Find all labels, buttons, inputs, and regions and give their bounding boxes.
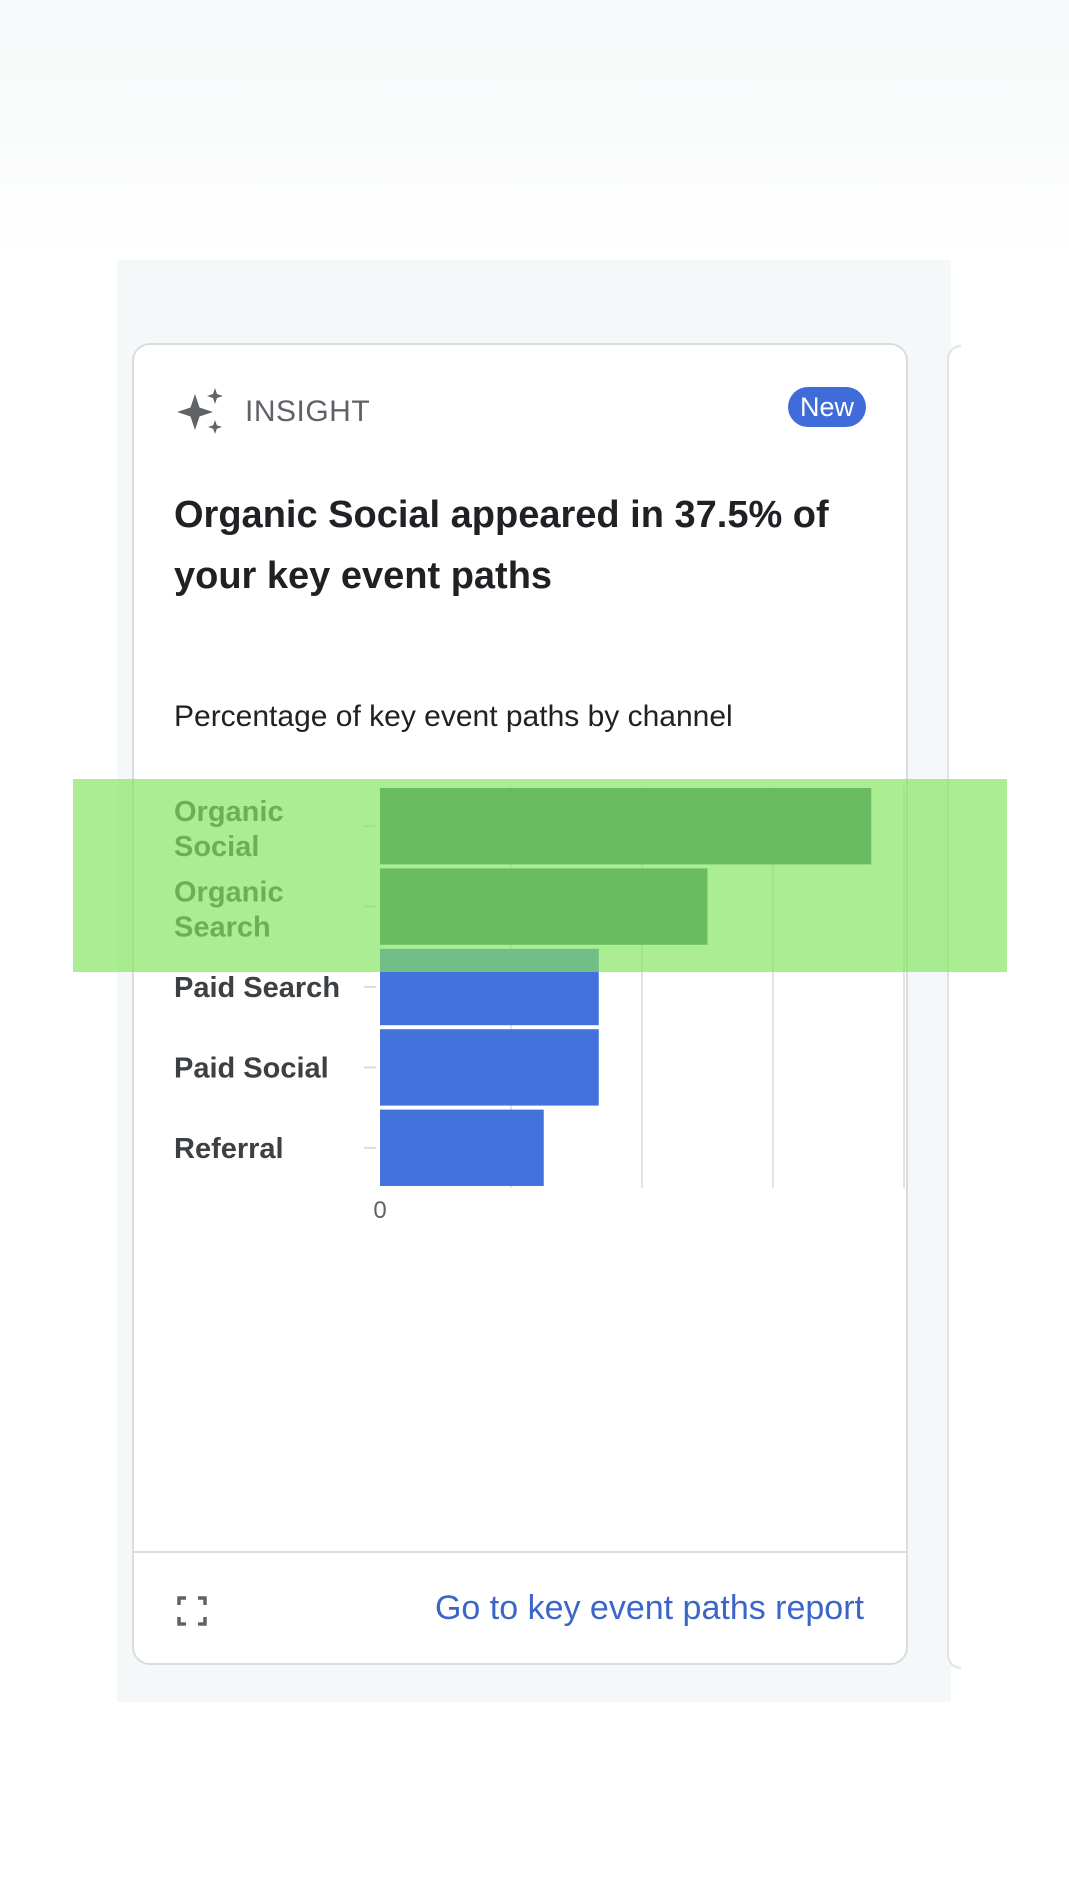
- category-label: Paid Search: [174, 972, 340, 1004]
- chart-subtitle: Percentage of key event paths by channel: [174, 700, 733, 733]
- category-label: Organic Social: [174, 796, 284, 863]
- bar-paid-search: [380, 948, 599, 1026]
- card-footer: Go to key event paths report: [134, 1551, 906, 1665]
- x-tick-label: 0: [373, 1197, 386, 1224]
- bar-paid-social: [380, 1029, 599, 1106]
- next-insight-card[interactable]: [947, 345, 961, 1669]
- bar-organic-social: [380, 788, 872, 865]
- key-event-paths-report-link[interactable]: Go to key event paths report: [434, 1589, 864, 1627]
- bar-organic-search: [380, 868, 708, 945]
- category-label: Referral: [174, 1133, 284, 1165]
- category-label: Paid Social: [174, 1052, 329, 1084]
- background-fade: [0, 0, 1069, 260]
- insight-label: INSIGHT: [245, 395, 371, 428]
- category-label: Organic Search: [174, 877, 284, 944]
- insight-card: INSIGHT New Organic Social appeared in 3…: [132, 343, 908, 1665]
- insight-title: Organic Social appeared in 37.5% of your…: [174, 494, 829, 597]
- expand-icon[interactable]: [176, 1595, 208, 1627]
- new-badge: New: [787, 387, 866, 427]
- sparkle-icon: [177, 388, 223, 434]
- bar-referral: [380, 1109, 544, 1186]
- bar-chart: 0 Organic Social Organic Search Paid Search Pa…: [174, 786, 905, 1224]
